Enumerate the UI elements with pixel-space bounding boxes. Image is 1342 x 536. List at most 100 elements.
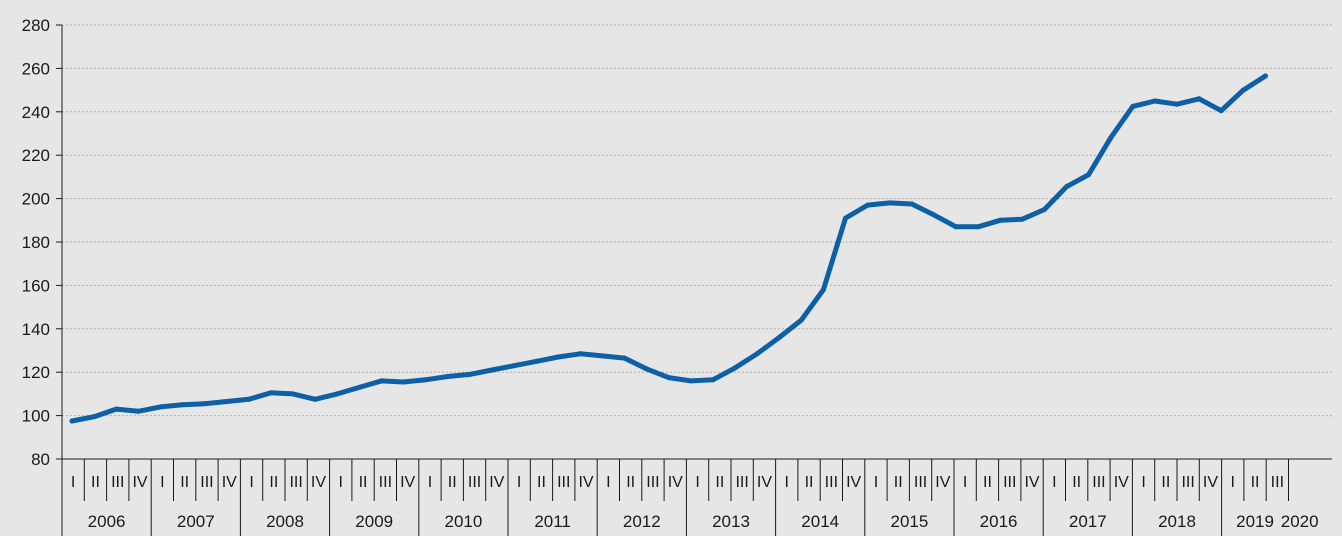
data-point	[1064, 184, 1069, 190]
quarter-label: I	[785, 474, 789, 491]
quarter-label: I	[1141, 474, 1145, 491]
quarter-label: II	[1251, 474, 1260, 491]
quarter-label: I	[874, 474, 878, 491]
quarter-label: I	[695, 474, 699, 491]
year-label: 2013	[712, 512, 750, 531]
quarter-label: III	[1003, 474, 1016, 491]
data-point	[69, 418, 75, 424]
data-point	[378, 378, 384, 384]
quarter-label: I	[1052, 474, 1056, 491]
year-label: 2011	[534, 512, 571, 531]
data-point	[202, 401, 208, 407]
quarter-label: II	[983, 474, 992, 491]
year-label: 2006	[88, 512, 126, 531]
data-point	[909, 201, 915, 207]
data-point	[1152, 98, 1158, 104]
quarter-label: III	[914, 474, 927, 491]
data-point	[843, 215, 848, 221]
data-point	[577, 351, 583, 357]
data-point	[622, 355, 627, 361]
year-label: 2019	[1236, 512, 1274, 531]
data-point	[644, 366, 650, 372]
data-point	[820, 287, 826, 293]
data-point	[1130, 103, 1136, 109]
y-tick-label: 180	[22, 233, 50, 252]
data-point	[113, 406, 119, 412]
data-point	[533, 358, 539, 364]
y-tick-label: 100	[22, 407, 50, 426]
data-point	[1218, 108, 1224, 114]
quarter-label: I	[339, 474, 343, 491]
quarter-label: I	[606, 474, 610, 491]
year-label: 2007	[177, 512, 215, 531]
year-label: 2014	[801, 512, 839, 531]
quarter-label: IV	[757, 474, 772, 491]
data-point	[1041, 206, 1047, 212]
quarter-label: III	[1271, 474, 1284, 491]
quarter-label: IV	[1024, 474, 1039, 491]
quarter-label: IV	[311, 474, 326, 491]
data-point	[401, 379, 406, 385]
series-line	[69, 73, 1268, 424]
data-point	[290, 391, 296, 397]
data-point	[467, 371, 473, 377]
data-point	[931, 212, 937, 218]
quarter-label: IV	[222, 474, 237, 491]
quarter-label: II	[180, 474, 189, 491]
series-points	[69, 73, 1268, 424]
data-point	[1196, 96, 1202, 102]
quarter-label: I	[517, 474, 521, 491]
quarter-label: III	[111, 474, 124, 491]
data-point	[246, 396, 252, 402]
year-label: 2012	[623, 512, 661, 531]
gridlines	[62, 24, 1332, 417]
x-axis-categories: I II III IV I II III IV I II III IV I II III IV I II III IV…	[61, 459, 1319, 536]
quarter-label: III	[289, 474, 302, 491]
quarter-label: II	[359, 474, 368, 491]
data-point	[157, 404, 163, 410]
data-point	[1108, 135, 1114, 141]
quarter-label: I	[428, 474, 432, 491]
y-tick-label: 280	[22, 16, 50, 35]
year-label: 2020	[1281, 512, 1319, 531]
y-tick-label: 160	[22, 276, 50, 295]
quarter-label: III	[468, 474, 481, 491]
data-point	[268, 390, 274, 396]
data-point	[776, 334, 782, 340]
quarter-label: IV	[132, 474, 147, 491]
data-point	[710, 377, 716, 383]
year-label: 2008	[266, 512, 304, 531]
quarter-label: III	[646, 474, 659, 491]
year-label: 2017	[1069, 512, 1107, 531]
quarter-label: I	[1231, 474, 1235, 491]
data-point	[445, 374, 451, 380]
quarter-label: II	[894, 474, 903, 491]
quarter-label: II	[91, 474, 100, 491]
quarter-label: II	[715, 474, 724, 491]
data-point	[865, 202, 871, 208]
year-label: 2018	[1158, 512, 1196, 531]
quarter-label: II	[537, 474, 546, 491]
quarter-label: II	[805, 474, 814, 491]
data-point	[224, 398, 230, 404]
quarter-label: III	[735, 474, 748, 491]
quarter-label: I	[963, 474, 967, 491]
data-point	[975, 224, 981, 230]
quarter-label: IV	[400, 474, 415, 491]
data-point	[798, 317, 804, 323]
data-point	[356, 384, 362, 390]
quarter-label: II	[1161, 474, 1170, 491]
data-point	[688, 378, 694, 384]
data-point	[91, 414, 97, 420]
data-point	[1019, 216, 1025, 222]
y-tick-label: 80	[31, 450, 50, 469]
quarter-label: IV	[668, 474, 683, 491]
data-point	[423, 377, 429, 383]
data-point	[732, 365, 738, 371]
quarter-label: IV	[846, 474, 861, 491]
year-label: 2010	[444, 512, 482, 531]
quarter-label: I	[71, 474, 75, 491]
data-point	[312, 396, 318, 402]
y-tick-label: 120	[22, 363, 50, 382]
